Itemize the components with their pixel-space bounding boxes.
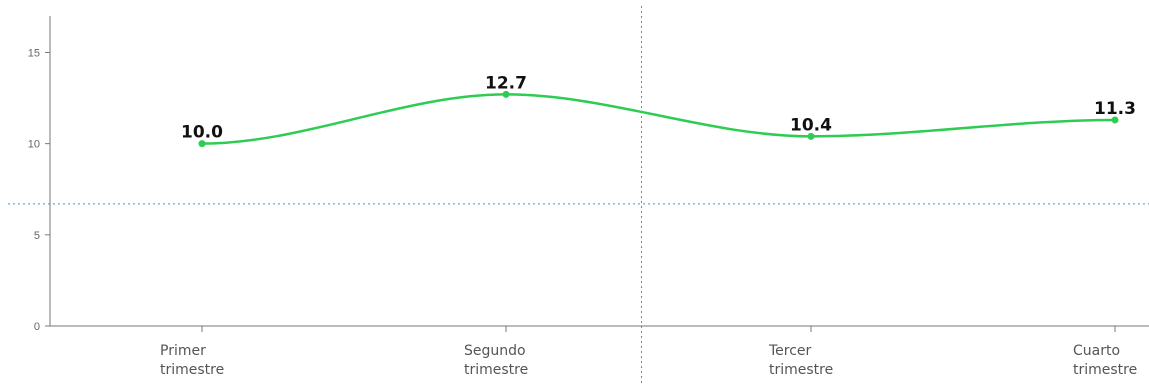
series-layer [198, 90, 1119, 148]
data-point[interactable] [502, 90, 510, 98]
data-point[interactable] [1111, 116, 1119, 124]
crosshair [8, 6, 1149, 385]
data-label: 11.3 [1094, 99, 1136, 119]
x-category-label-line: Tercer [768, 343, 812, 359]
x-category-label-line: trimestre [1073, 362, 1137, 378]
y-tick-label: 5 [34, 230, 40, 242]
x-category-label: Tercer trimestre [768, 343, 833, 378]
y-tick-label: 15 [28, 47, 40, 59]
y-tick-label: 0 [34, 321, 40, 333]
x-category-label: Cuarto trimestre [1073, 343, 1137, 378]
series-line [201, 93, 1116, 145]
x-category-label-line: trimestre [160, 362, 224, 378]
x-category-label: Segundo trimestre [464, 343, 528, 378]
labels-layer: 10.0 12.7 10.4 11.3 [181, 73, 1136, 142]
x-category-label-line: Primer [160, 343, 206, 359]
x-category-label-line: trimestre [464, 362, 528, 378]
data-label: 10.0 [181, 123, 223, 143]
x-category-label: Primer trimestre [160, 343, 224, 378]
x-category-label-line: Segundo [464, 343, 526, 359]
x-category-label-line: trimestre [769, 362, 833, 378]
data-label: 12.7 [485, 73, 527, 93]
data-point[interactable] [807, 132, 815, 140]
y-tick-label: 10 [28, 139, 40, 151]
data-point[interactable] [198, 140, 206, 148]
data-label: 10.4 [790, 115, 832, 135]
x-category-label-line: Cuarto [1073, 343, 1120, 359]
